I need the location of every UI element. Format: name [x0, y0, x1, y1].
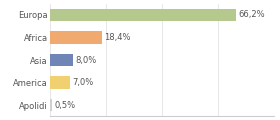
Bar — [50, 9, 236, 21]
Bar — [50, 31, 102, 44]
Bar — [50, 99, 52, 111]
Text: 7,0%: 7,0% — [72, 78, 94, 87]
Text: 0,5%: 0,5% — [54, 101, 75, 110]
Bar — [50, 76, 70, 89]
Text: 18,4%: 18,4% — [104, 33, 131, 42]
Bar — [50, 54, 73, 66]
Text: 8,0%: 8,0% — [75, 55, 96, 65]
Text: 66,2%: 66,2% — [238, 10, 265, 19]
